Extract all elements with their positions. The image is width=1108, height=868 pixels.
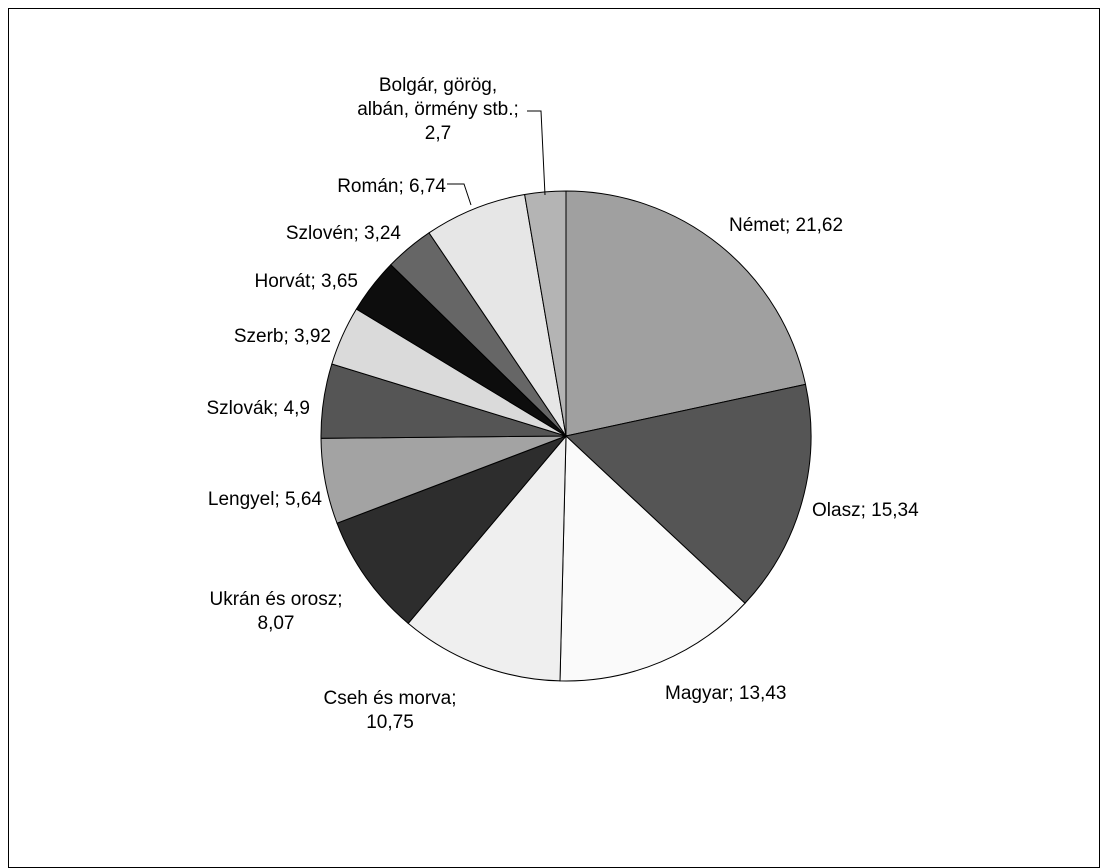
chart-frame: Német; 21,62 Olasz; 15,34 Magyar; 13,43 Cse…	[8, 8, 1100, 868]
data-label-line: 10,75	[366, 712, 414, 733]
data-label-line: 2,7	[425, 123, 451, 144]
pie-slice	[564, 383, 812, 604]
data-label: Olasz; 15,34	[812, 500, 919, 521]
leader-line	[447, 183, 472, 206]
leader-line	[527, 110, 546, 196]
data-label-line: albán, örmény stb.;	[357, 99, 519, 120]
data-label: Cseh és morva; 10,75	[323, 688, 456, 733]
label-leader-lines	[447, 110, 546, 206]
data-label-line: 8,07	[258, 613, 295, 634]
data-label: Bolgár, görög, albán, örmény stb.; 2,7	[357, 75, 519, 144]
data-label-line: Ukrán és orosz;	[209, 589, 342, 610]
pie-slices	[320, 190, 812, 682]
data-label-line: Cseh és morva;	[323, 688, 456, 709]
data-label-line: Bolgár, görög,	[379, 75, 497, 96]
data-label: Szlovén; 3,24	[286, 223, 402, 244]
data-label-line: Magyar; 13,43	[665, 683, 786, 704]
data-labels: Német; 21,62 Olasz; 15,34 Magyar; 13,43 Cse…	[207, 75, 920, 733]
data-label-line: Szerb; 3,92	[234, 326, 331, 347]
pie-slice	[407, 434, 567, 682]
data-label: Német; 21,62	[729, 215, 843, 236]
data-label: Ukrán és orosz; 8,07	[209, 589, 342, 634]
data-label: Román; 6,74	[337, 176, 446, 197]
data-label-line: Szlovén; 3,24	[286, 223, 402, 244]
pie-slice	[336, 434, 568, 625]
pie-chart: Német; 21,62 Olasz; 15,34 Magyar; 13,43 Cse…	[207, 75, 920, 733]
pie-slice	[559, 434, 746, 682]
pie-slice	[565, 190, 807, 437]
data-label-line: Román; 6,74	[337, 176, 446, 197]
data-label: Lengyel; 5,64	[208, 489, 323, 510]
data-label: Magyar; 13,43	[665, 683, 786, 704]
data-label: Horvát; 3,65	[255, 271, 359, 292]
data-label-line: Horvát; 3,65	[255, 271, 359, 292]
data-label-line: Lengyel; 5,64	[208, 489, 323, 510]
data-label-line: Szlovák; 4,9	[207, 398, 311, 419]
data-label-line: Német; 21,62	[729, 215, 843, 236]
data-label: Szlovák; 4,9	[207, 398, 311, 419]
data-label: Szerb; 3,92	[234, 326, 331, 347]
data-label-line: Olasz; 15,34	[812, 500, 919, 521]
